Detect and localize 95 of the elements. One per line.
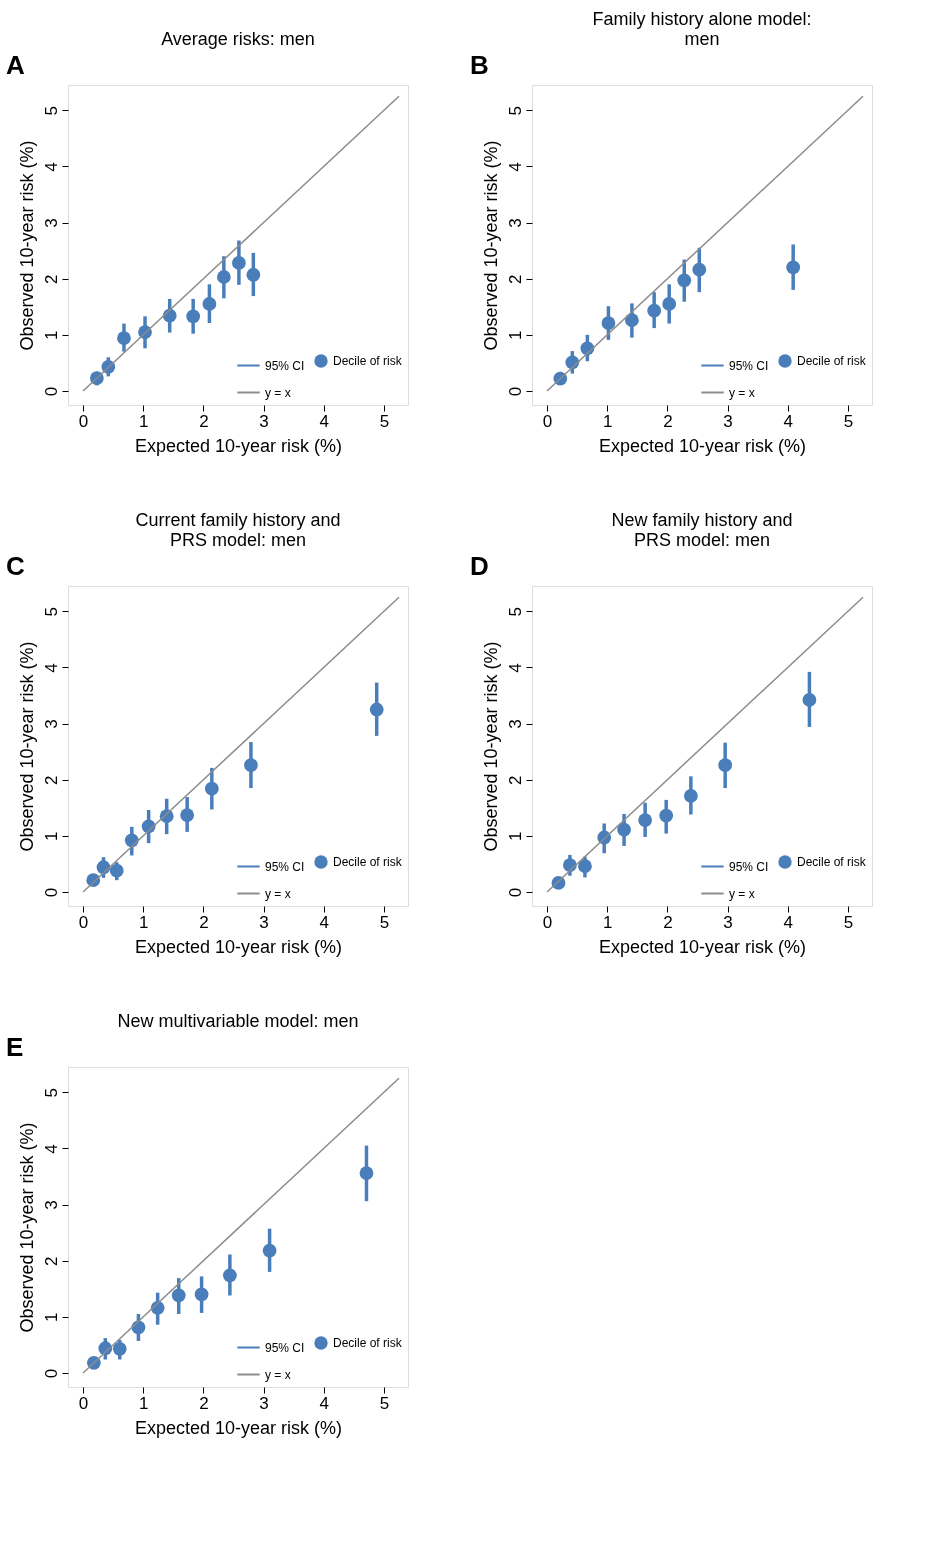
y-tick-label: 5 (41, 607, 61, 617)
y-tick-label: 2 (505, 274, 525, 284)
y-tick-label: 3 (41, 1200, 61, 1210)
legend-label: y = x (265, 886, 291, 901)
y-tick-label: 5 (41, 1088, 61, 1098)
x-tick-label: 5 (379, 411, 390, 431)
x-tick-label: 5 (843, 912, 854, 932)
y-tick-label: 2 (41, 274, 61, 284)
annotation: 95% CI (265, 859, 305, 874)
x-tick-label: 0 (542, 912, 553, 932)
x-tick-label: 3 (259, 1393, 269, 1413)
y-tick-label: 0 (41, 1368, 61, 1379)
y-axis-title: Observed 10-year risk (%) (16, 1122, 37, 1333)
y-tick-label: 1 (41, 330, 61, 341)
chart-title: New multivariable model: men (117, 1011, 359, 1031)
x-tick-label: 1 (138, 1393, 149, 1413)
text: B (470, 50, 489, 80)
y-tick-label: 0 (41, 386, 61, 397)
x-tick-label: 3 (723, 912, 733, 932)
y-tick-label: 4 (41, 663, 61, 673)
x-tick-label: 0 (78, 1393, 89, 1413)
y-tick-label: 4 (41, 1144, 61, 1154)
x-tick-label: 5 (379, 1393, 390, 1413)
x-tick-label: 4 (319, 912, 329, 932)
legend-label: y = x (265, 385, 291, 400)
chart-title: Average risks: men (161, 29, 315, 49)
x-tick-label: 5 (843, 411, 854, 431)
x-tick-label: 4 (319, 411, 329, 431)
x-tick-label: 1 (602, 411, 613, 431)
annotation: 95% CI (729, 358, 769, 373)
annotation: 95% CI (265, 1340, 305, 1355)
x-tick-label: 3 (723, 411, 733, 431)
y-tick-label: 0 (505, 887, 525, 898)
y-tick-label: 0 (505, 386, 525, 397)
x-tick-label: 4 (783, 411, 793, 431)
x-tick-label: 2 (663, 411, 673, 431)
chart-title: Family history alone model: men (592, 9, 812, 49)
y-tick-label: 1 (41, 831, 61, 842)
y-tick-label: 0 (41, 887, 61, 898)
x-tick-label: 1 (138, 912, 149, 932)
x-tick-label: 1 (138, 411, 149, 431)
x-tick-label: 5 (379, 912, 390, 932)
legend-label: y = x (729, 385, 755, 400)
x-tick-label: 3 (259, 411, 269, 431)
legend-label: y = x (729, 886, 755, 901)
chart-title: New family history and PRS model: men (611, 510, 793, 550)
x-tick-label: 0 (78, 912, 89, 932)
x-tick-label: 2 (663, 912, 673, 932)
text: A (6, 50, 25, 80)
text: C (6, 551, 25, 581)
y-tick-label: 5 (505, 106, 525, 116)
x-tick-label: 0 (542, 411, 553, 431)
x-tick-label: 2 (199, 411, 209, 431)
y-tick-label: 3 (41, 719, 61, 729)
y-tick-label: 5 (41, 106, 61, 116)
y-axis-title: Observed 10-year risk (%) (480, 641, 501, 852)
y-axis-title: Observed 10-year risk (%) (480, 140, 501, 351)
x-tick-label: 3 (259, 912, 269, 932)
y-tick-label: 1 (505, 831, 525, 842)
x-tick-label: 2 (199, 1393, 209, 1413)
y-tick-label: 3 (41, 218, 61, 228)
x-tick-label: 2 (199, 912, 209, 932)
chart-title: Current family history and PRS model: men (135, 510, 341, 550)
text: D (470, 551, 489, 581)
legend-label: Decile of risk (797, 354, 867, 368)
legend-label: Decile of risk (333, 1336, 403, 1350)
y-axis-title: Observed 10-year risk (%) (16, 641, 37, 852)
x-tick-label: 4 (783, 912, 793, 932)
y-tick-label: 4 (505, 663, 525, 673)
x-axis-title: Expected 10-year risk (%) (134, 936, 343, 957)
y-tick-label: 3 (505, 218, 525, 228)
legend-label: Decile of risk (797, 855, 867, 869)
legend-label: Decile of risk (333, 855, 403, 869)
x-axis-title: Expected 10-year risk (%) (598, 936, 807, 957)
text: E (6, 1032, 24, 1062)
annotation: 95% CI (265, 358, 305, 373)
legend-label: Decile of risk (333, 354, 403, 368)
x-axis-title: Expected 10-year risk (%) (134, 1417, 343, 1438)
y-tick-label: 1 (505, 330, 525, 341)
y-tick-label: 3 (505, 719, 525, 729)
y-tick-label: 2 (41, 775, 61, 785)
x-tick-label: 4 (319, 1393, 329, 1413)
x-tick-label: 1 (602, 912, 613, 932)
x-tick-label: 0 (78, 411, 89, 431)
annotation: 95% CI (729, 859, 769, 874)
y-tick-label: 1 (41, 1312, 61, 1323)
x-axis-title: Expected 10-year risk (%) (598, 435, 807, 456)
y-tick-label: 2 (41, 1256, 61, 1266)
y-tick-label: 5 (505, 607, 525, 617)
x-axis-title: Expected 10-year risk (%) (134, 435, 343, 456)
y-tick-label: 4 (41, 162, 61, 172)
y-tick-label: 4 (505, 162, 525, 172)
y-tick-label: 2 (505, 775, 525, 785)
legend-label: y = x (265, 1367, 291, 1382)
y-axis-title: Observed 10-year risk (%) (16, 140, 37, 351)
